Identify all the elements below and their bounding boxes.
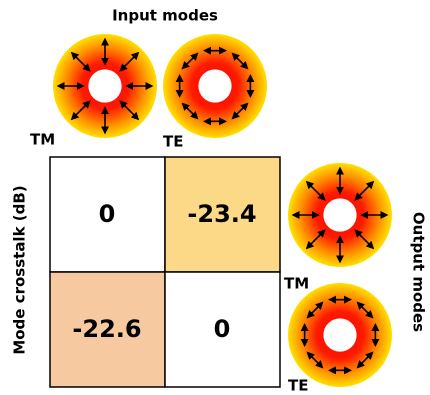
output-tm-label: TM <box>284 275 309 293</box>
input-title: Input modes <box>112 7 218 25</box>
input-te-label: TE <box>163 133 183 151</box>
figure: Input modes TM TE Mode crosstalk (dB) Ou… <box>0 0 430 395</box>
axis-label: Mode crosstalk (dB) <box>11 185 29 354</box>
cell-value: -23.4 <box>187 200 256 228</box>
cell-value: -22.6 <box>72 315 141 343</box>
mode-hole <box>88 69 121 102</box>
mode-hole <box>323 318 356 351</box>
matrix: 0 -23.4 -22.6 0 <box>50 157 280 387</box>
cell-value: 0 <box>99 200 116 228</box>
output-title: Output modes <box>410 212 428 332</box>
output-te-label: TE <box>288 377 308 395</box>
mode-hole <box>323 198 356 231</box>
cell-value: 0 <box>214 315 231 343</box>
input-tm-label: TM <box>30 131 55 149</box>
mode-hole <box>198 69 231 102</box>
